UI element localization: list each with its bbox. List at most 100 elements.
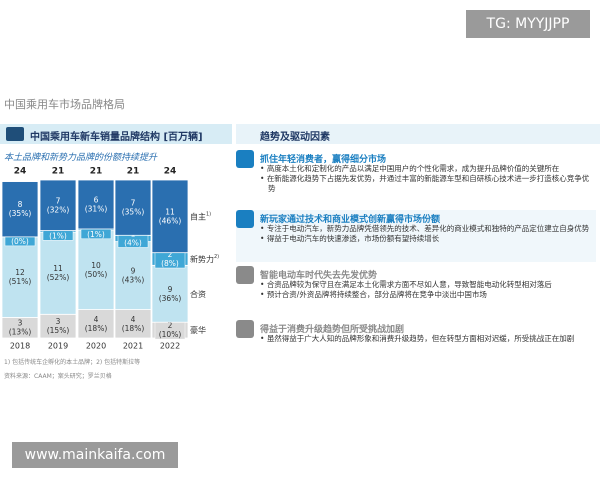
legend-note: 1) [206, 211, 211, 217]
value-label: 6 [94, 195, 99, 204]
total-label: 21 [52, 167, 65, 177]
page-title: 中国乘用车市场品牌格局 [4, 98, 125, 111]
trend-title: 抓住年轻消费者，赢得细分市场 [260, 155, 387, 165]
value-label: 2 [168, 250, 173, 259]
chart-title: 中国乘用车新车销量品牌结构 [百万辆] [30, 132, 203, 143]
legend-name: 豪华 [190, 325, 206, 335]
value-label: 9 [168, 285, 173, 294]
share-label: (32%) [47, 205, 70, 214]
trend-icon [236, 266, 254, 284]
x-tick-label: 2021 [123, 342, 143, 351]
share-label: (1%) [87, 230, 105, 239]
share-label: (13%) [9, 328, 32, 337]
source: 资料来源：CAAM；案头研究；罗兰贝格 [4, 373, 112, 380]
panel-title: 趋势及驱动因素 [260, 132, 330, 143]
footnotes: 1) 包括传统车企孵化的本土品牌；2) 包括特斯拉等 [4, 359, 141, 366]
trend-bullets: • 专注于电动汽车，新势力品牌凭借领先的技术、差异化的商业模式和独特的产品定位建… [260, 224, 590, 244]
x-tick-label: 2018 [10, 342, 30, 351]
bullet: • 专注于电动汽车，新势力品牌凭借领先的技术、差异化的商业模式和独特的产品定位建… [260, 224, 590, 233]
panel-band [236, 124, 600, 144]
value-label: 2 [168, 321, 173, 330]
trend-title: 新玩家通过技术和商业模式创新赢得市场份额 [260, 215, 441, 225]
bullet: • 得益于电动汽车的快速渗透，市场份额有望持续增长 [260, 234, 440, 243]
share-label: (10%) [159, 330, 182, 339]
share-label: (0%) [11, 237, 29, 246]
trend-icon [236, 210, 254, 228]
bar-segment [1, 181, 39, 238]
bullet-text: 虽然得益于广大人知的品牌形象和消费升级趋势，但在转型方面相对迟缓，所受挑战正在加… [266, 334, 575, 343]
share-label: (18%) [85, 324, 108, 333]
legend-name: 合资 [190, 288, 206, 298]
share-label: (18%) [122, 324, 145, 333]
value-label: 10 [91, 261, 101, 270]
bullet-text: 在新能源化趋势下占据先发优势，并通过丰富的新能源车型和自研核心技术进一步打造核心… [266, 174, 590, 193]
value-label: 11 [53, 264, 63, 273]
trend-title: 智能电动车时代失去先发优势 [260, 271, 378, 281]
value-label: 7 [56, 196, 61, 205]
x-tick-label: 2020 [86, 342, 106, 351]
share-label: (35%) [9, 209, 32, 218]
share-label: (43%) [122, 276, 145, 285]
share-label: (52%) [47, 273, 70, 282]
bar-segment [114, 179, 152, 236]
legend-label: 合资 [190, 288, 206, 298]
watermark: TG: MYYJJPP [466, 10, 590, 38]
share-label: (35%) [122, 208, 145, 217]
bar-segment [77, 309, 115, 339]
trend-bullets: • 高度本土化和定制化的产品以满足中国用户的个性化需求，成为提升品牌价值的关键所… [260, 164, 590, 194]
total-label: 24 [14, 167, 27, 177]
bullet-text: 高度本土化和定制化的产品以满足中国用户的个性化需求，成为提升品牌价值的关键所在 [266, 164, 560, 173]
bullet-text: 专注于电动汽车，新势力品牌凭借领先的技术、差异化的商业模式和独特的产品定位建立自… [266, 224, 590, 233]
legend-label: 自主1) [190, 211, 211, 221]
bullet-text: 得益于电动汽车的快速渗透，市场份额有望持续增长 [266, 234, 440, 243]
value-label: 9 [131, 267, 136, 276]
value-label: 7 [131, 199, 136, 208]
bar-segment [151, 179, 189, 254]
chart-subtitle: 本土品牌和新势力品牌的份额持续提升 [4, 153, 158, 163]
share-label: (15%) [47, 326, 70, 335]
share-label: (51%) [9, 277, 32, 286]
share-label: (46%) [159, 216, 182, 225]
trend-item: 新玩家通过技术和商业模式创新赢得市场份额 • 专注于电动汽车，新势力品牌凭借领先的… [236, 210, 596, 262]
bullet: • 预计合资/外资品牌将持续整合，部分品牌将在竞争中淡出中国市场 [260, 290, 487, 299]
value-label: 4 [94, 315, 99, 324]
trend-bullets: • 虽然得益于广大人知的品牌形象和消费升级趋势，但在转型方面相对迟缓，所受挑战正… [260, 334, 590, 344]
legend-name: 自主 [190, 211, 206, 221]
trend-bullets: • 合资品牌较为保守且在满足本土化需求方面不尽如人意，导致智能电动化转型相对落后… [260, 280, 590, 300]
value-label: 11 [165, 207, 175, 216]
value-label: 8 [18, 200, 23, 209]
value-label: 12 [15, 268, 25, 277]
share-label: (4%) [124, 238, 142, 247]
value-label: 3 [18, 319, 23, 328]
bar-segment [77, 230, 115, 310]
bar-segment [39, 231, 77, 315]
bullet-text: 合资品牌较为保守且在满足本土化需求方面不尽如人意，导致智能电动化转型相对落后 [266, 280, 552, 289]
chart-title-band [0, 124, 232, 144]
share-label: (50%) [85, 270, 108, 279]
bullet: • 合资品牌较为保守且在满足本土化需求方面不尽如人意，导致智能电动化转型相对落后 [260, 280, 552, 289]
legend-note: 2) [214, 254, 219, 260]
trend-icon [236, 150, 254, 168]
bullet-text: 预计合资/外资品牌将持续整合，部分品牌将在竞争中淡出中国市场 [266, 290, 487, 299]
bullet: • 在新能源化趋势下占据先发优势，并通过丰富的新能源车型和自研核心技术进一步打造… [260, 174, 590, 193]
watermark: www.mainkaifa.com [12, 442, 178, 468]
bar-segment [39, 179, 77, 231]
total-label: 21 [127, 167, 140, 177]
legend-label: 豪华 [190, 325, 206, 335]
share-label: (8%) [161, 259, 179, 268]
total-label: 24 [164, 167, 177, 177]
legend-label: 新势力2) [190, 254, 219, 264]
x-tick-label: 2019 [48, 342, 68, 351]
value-label: 4 [131, 315, 136, 324]
bar-segment [77, 179, 115, 230]
bullet: • 虽然得益于广大人知的品牌形象和消费升级趋势，但在转型方面相对迟缓，所受挑战正… [260, 334, 575, 343]
bullet: • 高度本土化和定制化的产品以满足中国用户的个性化需求，成为提升品牌价值的关键所… [260, 164, 560, 173]
chart-icon [6, 127, 24, 141]
bar-segment [114, 241, 152, 310]
legend-name: 新势力 [190, 254, 214, 264]
x-tick-label: 2022 [160, 342, 180, 351]
total-label: 21 [90, 167, 103, 177]
value-label: 3 [56, 317, 61, 326]
